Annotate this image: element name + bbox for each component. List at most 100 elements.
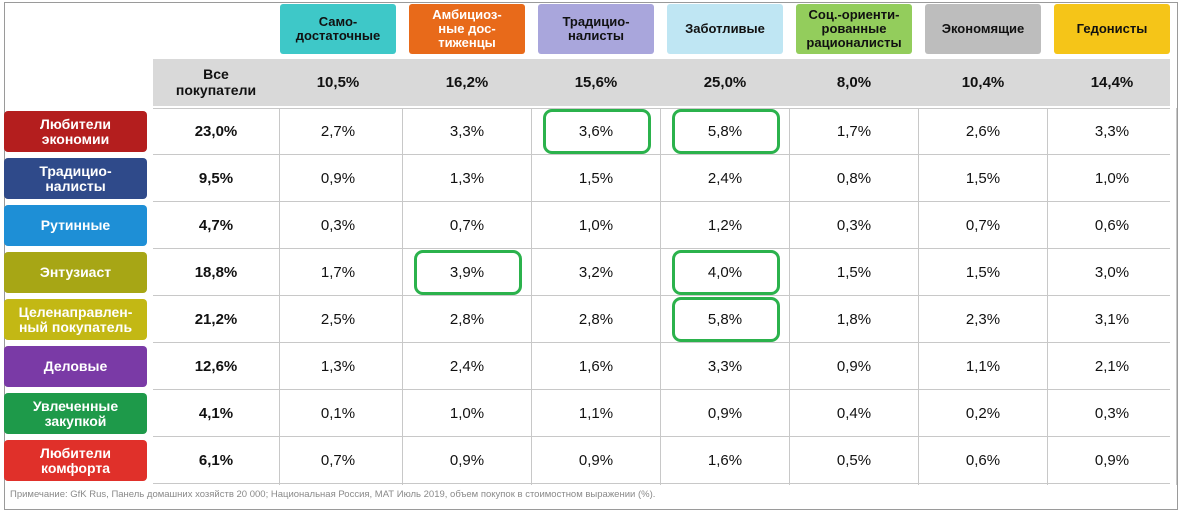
table-cell: 1,0% xyxy=(578,217,614,234)
highlight-box xyxy=(672,297,780,342)
table-cell: 0,9% xyxy=(1094,452,1130,469)
segment-share: 25,0% xyxy=(703,74,747,91)
table-cell: 2,4% xyxy=(449,358,485,375)
column-divider xyxy=(789,108,790,485)
row-all-buyers: 21,2% xyxy=(194,311,238,328)
row-divider xyxy=(153,483,1170,484)
table-cell: 1,5% xyxy=(965,264,1001,281)
row-all-buyers: 9,5% xyxy=(198,170,234,187)
row-label: Традицио- налисты xyxy=(4,158,147,199)
segment-share: 16,2% xyxy=(445,74,489,91)
row-label: Любители комфорта xyxy=(4,440,147,481)
segment-share: 10,5% xyxy=(316,74,360,91)
segment-share: 10,4% xyxy=(961,74,1005,91)
segment-share: 14,4% xyxy=(1090,74,1134,91)
all-buyers-header: Все покупатели xyxy=(175,66,257,98)
table-cell: 1,5% xyxy=(836,264,872,281)
table-cell: 0,9% xyxy=(707,405,743,422)
table-cell: 3,1% xyxy=(1094,311,1130,328)
segment-header: Экономящие xyxy=(925,4,1041,54)
table-cell: 0,9% xyxy=(449,452,485,469)
segment-header: Заботливые xyxy=(667,4,783,54)
table-cell: 1,3% xyxy=(449,170,485,187)
column-divider xyxy=(1176,108,1177,485)
table-cell: 1,7% xyxy=(836,123,872,140)
row-divider xyxy=(153,295,1170,296)
row-divider xyxy=(153,108,1170,109)
table-cell: 1,6% xyxy=(707,452,743,469)
table-cell: 5,8% xyxy=(707,311,743,328)
table-cell: 0,9% xyxy=(320,170,356,187)
table-cell: 0,4% xyxy=(836,405,872,422)
table-cell: 1,6% xyxy=(578,358,614,375)
table-cell: 2,3% xyxy=(965,311,1001,328)
table-cell: 1,3% xyxy=(320,358,356,375)
table-cell: 2,5% xyxy=(320,311,356,328)
segment-share: 15,6% xyxy=(574,74,618,91)
table-cell: 2,4% xyxy=(707,170,743,187)
table-cell: 0,3% xyxy=(836,217,872,234)
highlight-box xyxy=(543,109,651,154)
column-divider xyxy=(279,108,280,485)
table-cell: 0,8% xyxy=(836,170,872,187)
segment-share: 8,0% xyxy=(836,74,872,91)
table-cell: 0,6% xyxy=(1094,217,1130,234)
table-cell: 2,6% xyxy=(965,123,1001,140)
row-divider xyxy=(153,436,1170,437)
row-all-buyers: 18,8% xyxy=(194,264,238,281)
table-cell: 3,2% xyxy=(578,264,614,281)
table-cell: 3,9% xyxy=(449,264,485,281)
table-cell: 2,8% xyxy=(578,311,614,328)
highlight-box xyxy=(672,250,780,295)
table-cell: 3,3% xyxy=(449,123,485,140)
table-cell: 1,0% xyxy=(449,405,485,422)
row-divider xyxy=(153,154,1170,155)
segment-header: Амбициоз- ные дос- тиженцы xyxy=(409,4,525,54)
table-cell: 3,6% xyxy=(578,123,614,140)
row-all-buyers: 23,0% xyxy=(194,123,238,140)
share-row-band xyxy=(153,59,1170,106)
row-all-buyers: 12,6% xyxy=(194,358,238,375)
row-label: Целенаправлен- ный покупатель xyxy=(4,299,147,340)
column-divider xyxy=(1047,108,1048,485)
segment-header: Само- достаточные xyxy=(280,4,396,54)
highlight-box xyxy=(414,250,522,295)
column-divider xyxy=(918,108,919,485)
table-cell: 0,7% xyxy=(320,452,356,469)
table-cell: 1,7% xyxy=(320,264,356,281)
table-cell: 0,7% xyxy=(449,217,485,234)
table-cell: 2,7% xyxy=(320,123,356,140)
table-cell: 0,3% xyxy=(1094,405,1130,422)
row-all-buyers: 6,1% xyxy=(198,452,234,469)
table-cell: 1,1% xyxy=(965,358,1001,375)
table-cell: 1,0% xyxy=(1094,170,1130,187)
table-cell: 0,1% xyxy=(320,405,356,422)
table-cell: 0,6% xyxy=(965,452,1001,469)
table-cell: 1,5% xyxy=(965,170,1001,187)
segment-header: Соц.-ориенти- рованные рационалисты xyxy=(796,4,912,54)
table-cell: 1,5% xyxy=(578,170,614,187)
column-divider xyxy=(531,108,532,485)
column-divider xyxy=(660,108,661,485)
table-cell: 0,7% xyxy=(965,217,1001,234)
table-cell: 2,8% xyxy=(449,311,485,328)
row-all-buyers: 4,1% xyxy=(198,405,234,422)
table-cell: 5,8% xyxy=(707,123,743,140)
row-label: Любители экономии xyxy=(4,111,147,152)
row-divider xyxy=(153,342,1170,343)
table-cell: 1,1% xyxy=(578,405,614,422)
segment-header: Традицио- налисты xyxy=(538,4,654,54)
row-label: Энтузиаст xyxy=(4,252,147,293)
table-cell: 1,2% xyxy=(707,217,743,234)
highlight-box xyxy=(672,109,780,154)
column-divider xyxy=(402,108,403,485)
table-cell: 0,3% xyxy=(320,217,356,234)
row-all-buyers: 4,7% xyxy=(198,217,234,234)
table-cell: 3,0% xyxy=(1094,264,1130,281)
table-cell: 0,9% xyxy=(578,452,614,469)
table-cell: 4,0% xyxy=(707,264,743,281)
row-divider xyxy=(153,201,1170,202)
footnote: Примечание: GfK Rus, Панель домашних хоз… xyxy=(10,489,656,500)
row-label: Увлеченные закупкой xyxy=(4,393,147,434)
table-cell: 3,3% xyxy=(707,358,743,375)
